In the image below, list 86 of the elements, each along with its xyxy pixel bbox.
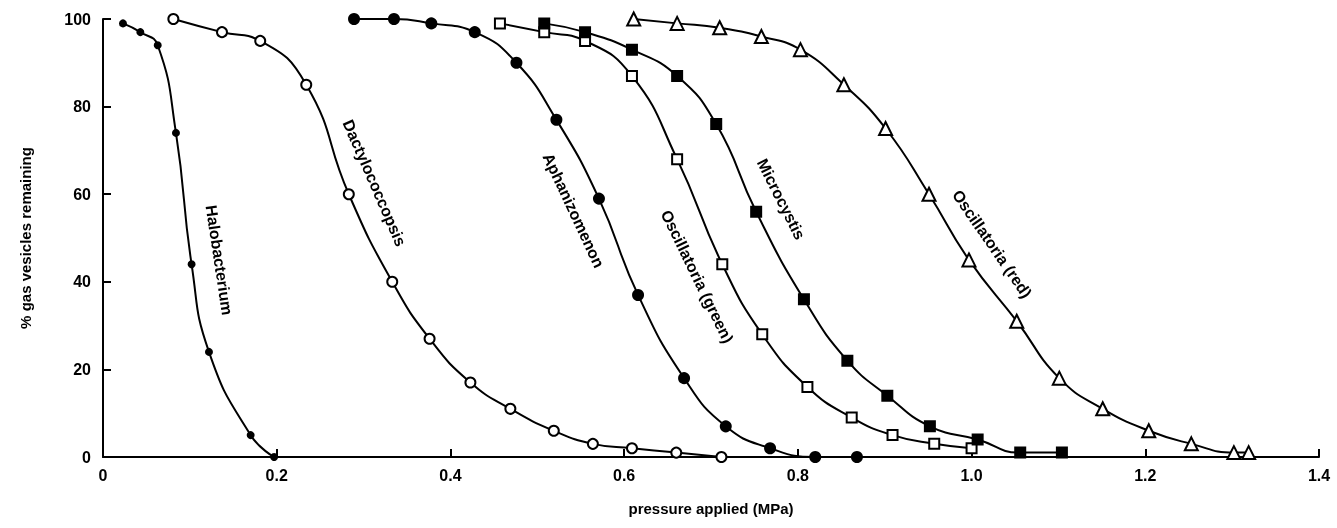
point: [550, 113, 563, 126]
point: [671, 153, 684, 166]
y-tick-label: 20: [73, 360, 92, 378]
point: [510, 56, 523, 69]
point: [921, 186, 937, 202]
point: [756, 328, 769, 341]
point: [579, 26, 592, 39]
point: [1141, 423, 1157, 439]
point: [1183, 436, 1199, 452]
point: [386, 275, 399, 288]
point: [792, 42, 808, 58]
point: [254, 34, 267, 47]
point: [216, 26, 228, 39]
point: [1055, 446, 1068, 459]
point: [625, 43, 638, 56]
x-tick-label: 1.4: [1307, 466, 1331, 484]
point: [669, 15, 685, 31]
point: [586, 437, 599, 450]
point: [971, 433, 984, 446]
point: [425, 17, 438, 30]
point: [845, 411, 858, 424]
point: [423, 332, 436, 345]
point: [1241, 445, 1257, 461]
point: [118, 19, 127, 28]
point: [719, 420, 732, 433]
point: [801, 380, 814, 393]
x-tick-label: 0.8: [786, 466, 810, 484]
x-tick-label: 0.6: [613, 466, 636, 484]
x-axis-title: pressure applied (MPa): [628, 500, 794, 517]
point: [468, 26, 481, 39]
point: [167, 13, 180, 25]
y-tick-label: 60: [73, 185, 92, 203]
point: [923, 420, 936, 433]
point: [625, 69, 638, 82]
point: [886, 429, 899, 442]
x-tick-label: 0: [98, 466, 108, 484]
point: [670, 446, 683, 459]
point: [246, 431, 255, 440]
point: [387, 13, 400, 25]
point: [881, 389, 894, 402]
point: [204, 347, 213, 356]
point: [797, 293, 810, 306]
point: [270, 453, 279, 461]
x-tick-label: 1.2: [1134, 466, 1157, 484]
point: [850, 451, 863, 463]
point: [136, 28, 145, 37]
point: [504, 402, 517, 415]
point: [300, 78, 313, 91]
point: [1014, 446, 1027, 459]
point: [493, 17, 506, 30]
point: [1095, 401, 1111, 417]
point: [538, 17, 551, 30]
point: [348, 13, 361, 25]
point: [153, 41, 162, 50]
point: [753, 29, 769, 45]
point: [671, 69, 684, 82]
point: [1051, 370, 1067, 386]
point: [464, 376, 477, 389]
x-tick-label: 1.0: [960, 466, 983, 484]
point: [625, 442, 638, 455]
point: [710, 118, 723, 131]
point: [809, 451, 822, 463]
y-tick-label: 80: [73, 98, 92, 116]
point: [547, 424, 560, 437]
point: [632, 288, 645, 301]
y-axis-title: % gas vesicles remaining: [17, 147, 34, 329]
point: [836, 77, 852, 93]
point: [171, 128, 180, 137]
y-tick-label: 40: [73, 273, 92, 291]
y-tick-label: 100: [64, 10, 92, 28]
point: [712, 20, 728, 36]
point: [187, 260, 196, 269]
point: [1226, 445, 1242, 461]
point: [1009, 313, 1025, 329]
x-tick-label: 0.2: [265, 466, 288, 484]
point: [928, 437, 941, 450]
point: [678, 372, 691, 385]
point: [764, 442, 777, 455]
y-tick-label: 0: [82, 448, 92, 466]
point: [841, 354, 854, 367]
point: [878, 121, 894, 136]
point: [716, 258, 729, 271]
text: Halobacterium: [202, 203, 236, 317]
x-tick-label: 0.4: [439, 466, 462, 484]
point: [715, 451, 728, 463]
point: [626, 11, 642, 27]
